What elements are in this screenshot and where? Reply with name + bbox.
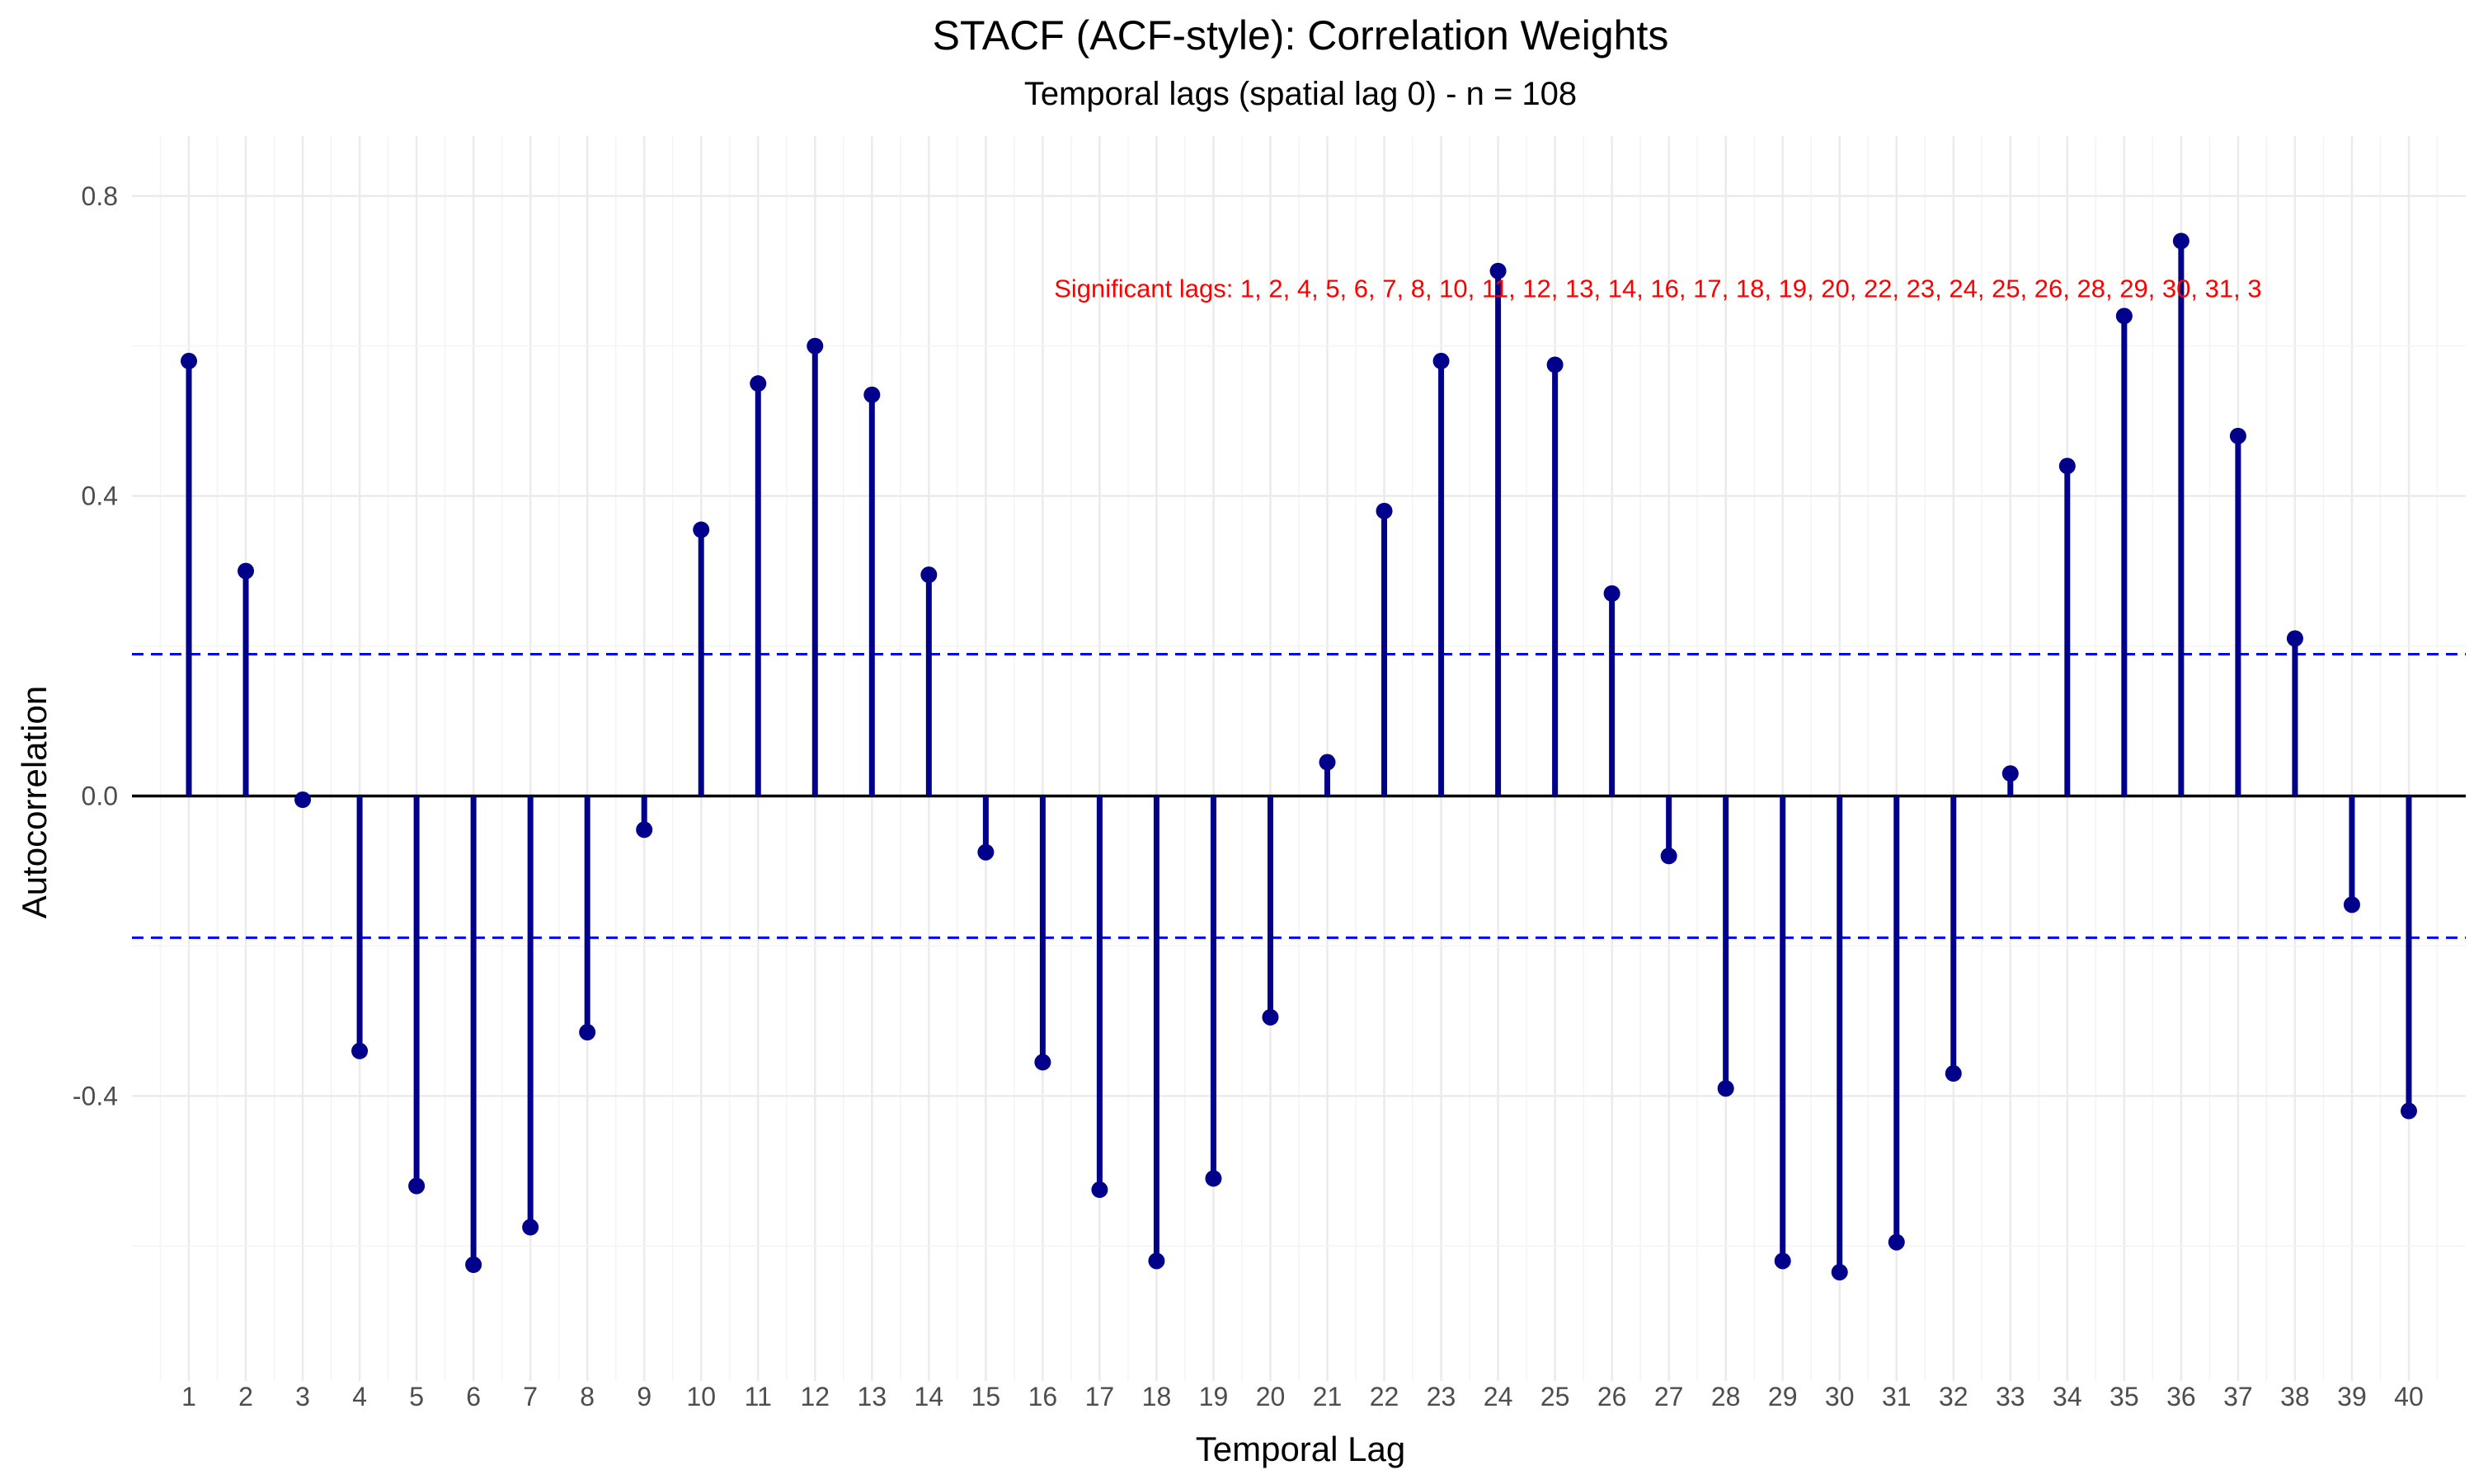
- point-lag-37: [2229, 427, 2246, 444]
- point-lag-35: [2115, 308, 2133, 325]
- grid: [132, 136, 2466, 1381]
- x-tick-5: 5: [409, 1382, 424, 1411]
- y-tick: 0.4: [82, 481, 118, 511]
- point-lag-10: [693, 521, 710, 538]
- x-tick-23: 23: [1427, 1382, 1456, 1411]
- x-tick-39: 39: [2337, 1382, 2367, 1411]
- x-tick-36: 36: [2166, 1382, 2196, 1411]
- x-tick-17: 17: [1085, 1382, 1115, 1411]
- point-lag-30: [1831, 1264, 1848, 1281]
- point-lag-23: [1432, 352, 1450, 369]
- x-tick-18: 18: [1142, 1382, 1172, 1411]
- x-tick-20: 20: [1256, 1382, 1286, 1411]
- x-tick-12: 12: [800, 1382, 830, 1411]
- x-tick-9: 9: [637, 1382, 651, 1411]
- point-lag-15: [977, 843, 995, 861]
- x-tick-34: 34: [2053, 1382, 2082, 1411]
- point-lag-2: [238, 562, 255, 580]
- x-tick-3: 3: [295, 1382, 310, 1411]
- x-tick-33: 33: [1996, 1382, 2025, 1411]
- point-lag-24: [1489, 262, 1507, 279]
- point-lag-19: [1205, 1170, 1222, 1187]
- point-lag-1: [181, 352, 198, 369]
- point-lag-26: [1603, 585, 1620, 602]
- x-tick-10: 10: [686, 1382, 716, 1411]
- point-lag-9: [636, 821, 653, 838]
- point-lag-6: [465, 1256, 482, 1274]
- x-tick-labels: 1 2 3 4 5 6 7 8 9 10 11 12 13 14 15 16 17 18 19 20 21 22 23 24 2…: [181, 1382, 2424, 1411]
- point-lag-20: [1262, 1008, 1279, 1026]
- x-tick-16: 16: [1028, 1382, 1058, 1411]
- point-lag-14: [920, 566, 938, 584]
- chart-subtitle: Temporal lags (spatial lag 0) - n = 108: [1024, 76, 1577, 112]
- x-tick-31: 31: [1882, 1382, 1912, 1411]
- point-lag-22: [1376, 502, 1393, 519]
- x-tick-8: 8: [580, 1382, 595, 1411]
- stems: [186, 241, 2412, 1273]
- point-lag-12: [807, 337, 824, 355]
- y-tick: -0.4: [73, 1081, 118, 1111]
- chart-title: STACF (ACF-style): Correlation Weights: [933, 12, 1669, 59]
- point-lag-28: [1717, 1080, 1734, 1097]
- point-lag-31: [1888, 1233, 1905, 1251]
- point-lag-38: [2286, 630, 2303, 647]
- x-tick-26: 26: [1597, 1382, 1627, 1411]
- point-lag-4: [351, 1042, 369, 1059]
- x-tick-32: 32: [1939, 1382, 1968, 1411]
- x-tick-21: 21: [1313, 1382, 1343, 1411]
- point-lag-5: [408, 1177, 426, 1195]
- point-lag-8: [579, 1024, 596, 1041]
- x-tick-15: 15: [971, 1382, 1001, 1411]
- x-tick-6: 6: [466, 1382, 481, 1411]
- point-lag-33: [2001, 765, 2019, 782]
- x-tick-19: 19: [1199, 1382, 1229, 1411]
- x-tick-35: 35: [2109, 1382, 2139, 1411]
- y-tick: 0.0: [82, 781, 118, 810]
- point-lag-34: [2058, 458, 2076, 475]
- point-lag-13: [863, 386, 881, 403]
- confidence-bands: [132, 653, 2466, 939]
- y-tick-labels: 0.8 0.4 0.0 -0.4: [73, 181, 118, 1111]
- point-lag-40: [2400, 1102, 2417, 1120]
- x-tick-38: 38: [2280, 1382, 2310, 1411]
- x-tick-24: 24: [1484, 1382, 1513, 1411]
- x-tick-22: 22: [1370, 1382, 1399, 1411]
- point-lag-39: [2343, 896, 2360, 913]
- significant-lags-annotation: Significant lags: 1, 2, 4, 5, 6, 7, 8, 1…: [1054, 275, 2261, 303]
- point-lag-18: [1148, 1252, 1165, 1270]
- point-lag-36: [2172, 232, 2189, 250]
- x-tick-11: 11: [745, 1382, 772, 1411]
- point-lag-21: [1319, 754, 1336, 771]
- y-tick: 0.8: [82, 181, 118, 211]
- x-tick-2: 2: [238, 1382, 253, 1411]
- point-lag-32: [1945, 1065, 1962, 1082]
- x-tick-4: 4: [352, 1382, 367, 1411]
- x-tick-30: 30: [1825, 1382, 1855, 1411]
- point-lag-3: [294, 791, 312, 809]
- point-lag-16: [1034, 1054, 1051, 1071]
- point-lag-17: [1091, 1181, 1108, 1199]
- x-tick-13: 13: [858, 1382, 887, 1411]
- point-lag-27: [1660, 848, 1677, 865]
- x-tick-14: 14: [915, 1382, 944, 1411]
- x-tick-25: 25: [1540, 1382, 1570, 1411]
- x-tick-1: 1: [181, 1382, 196, 1411]
- x-tick-7: 7: [523, 1382, 538, 1411]
- x-tick-37: 37: [2223, 1382, 2253, 1411]
- point-lag-25: [1546, 356, 1564, 373]
- point-lag-11: [750, 375, 767, 392]
- point-lag-7: [522, 1219, 539, 1236]
- x-tick-40: 40: [2394, 1382, 2424, 1411]
- point-lag-29: [1774, 1252, 1791, 1270]
- x-axis-title: Temporal Lag: [1196, 1430, 1405, 1468]
- points: [181, 232, 2417, 1281]
- x-tick-27: 27: [1654, 1382, 1684, 1411]
- x-tick-28: 28: [1711, 1382, 1741, 1411]
- x-tick-29: 29: [1768, 1382, 1798, 1411]
- y-axis-title: Autocorrelation: [15, 686, 54, 919]
